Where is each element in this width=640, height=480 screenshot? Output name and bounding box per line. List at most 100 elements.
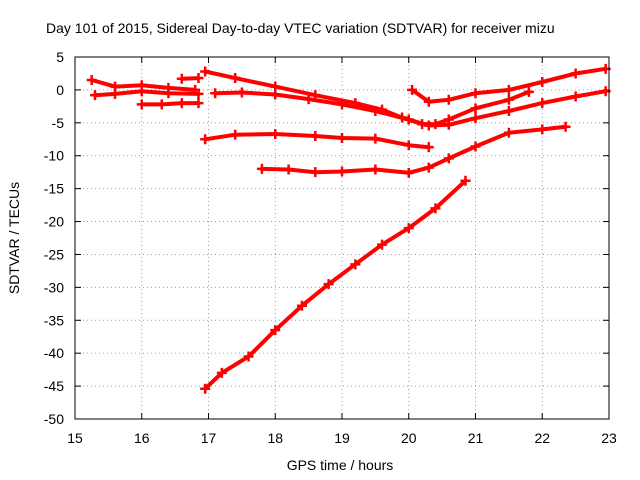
data-point — [377, 239, 388, 250]
data-point — [337, 99, 347, 110]
y-tick-label: -30 — [44, 279, 64, 295]
data-point — [570, 91, 581, 102]
series-arc-c — [200, 129, 434, 153]
data-point — [403, 223, 414, 234]
y-tick-label: -5 — [52, 115, 65, 131]
series-arc-d — [256, 121, 571, 178]
y-tick-label: -25 — [44, 246, 64, 262]
y-tick-label: -45 — [44, 378, 64, 394]
x-tick-label: 22 — [534, 430, 550, 446]
data-point — [296, 300, 307, 311]
data-point — [283, 164, 294, 175]
data-point — [216, 367, 227, 378]
data-series — [86, 63, 611, 394]
data-point — [403, 167, 414, 178]
data-point — [193, 88, 204, 99]
y-tick-label: -50 — [44, 411, 64, 427]
data-point — [523, 86, 534, 97]
data-point — [303, 94, 314, 105]
data-point — [323, 279, 334, 290]
data-point — [163, 88, 174, 99]
y-axis-title: SDTVAR / TECUs — [6, 182, 22, 294]
series-trace — [139, 101, 201, 107]
x-tick-label: 19 — [334, 430, 350, 446]
y-tick-label: 0 — [56, 82, 64, 98]
data-point — [443, 153, 454, 164]
data-point — [503, 105, 514, 116]
data-point — [90, 90, 101, 101]
series-arc-e — [200, 175, 471, 394]
data-point — [443, 94, 454, 105]
data-point — [156, 99, 167, 110]
data-point — [200, 383, 211, 394]
data-point — [270, 89, 281, 100]
y-tick-label: -20 — [44, 214, 64, 230]
data-point — [403, 114, 414, 125]
grid-lines — [75, 57, 609, 419]
series-arc-f — [407, 63, 611, 107]
data-point — [537, 77, 548, 88]
data-point — [270, 129, 281, 140]
series-arc-early-2 — [90, 86, 204, 101]
y-tick-label: -40 — [44, 345, 64, 361]
x-tick-label: 16 — [134, 430, 150, 446]
data-point — [423, 162, 434, 173]
data-point — [560, 121, 571, 132]
data-point — [350, 259, 361, 270]
data-point — [407, 84, 418, 95]
y-tick-label: -10 — [44, 148, 64, 164]
plot-frame — [74, 56, 610, 420]
data-point — [403, 140, 414, 151]
x-tick-label: 21 — [468, 430, 484, 446]
data-point — [503, 127, 514, 138]
data-point — [136, 86, 147, 97]
x-tick-label: 17 — [201, 430, 217, 446]
series-arc-early-3 — [136, 98, 204, 110]
data-point — [310, 130, 321, 141]
data-point — [256, 163, 267, 174]
data-point — [470, 88, 481, 99]
y-tick-label: 5 — [56, 49, 64, 65]
series-arc-early-4 — [176, 73, 204, 84]
axis-ticks: 15 16 17 18 19 20 21 22 23 5 0 -5 -10 -15 -20 -25 -30 -35… — [44, 49, 617, 446]
data-point — [210, 88, 221, 99]
data-point — [193, 73, 204, 84]
data-point — [176, 73, 187, 84]
data-point — [270, 325, 281, 336]
data-point — [310, 167, 321, 178]
data-point — [136, 99, 147, 110]
series-arc-a — [200, 66, 534, 130]
series-trace — [203, 132, 431, 150]
data-point — [200, 66, 211, 77]
data-point — [176, 98, 187, 109]
data-point — [423, 142, 434, 153]
data-point — [230, 73, 241, 84]
data-point — [193, 98, 204, 109]
data-point — [537, 98, 548, 109]
data-point — [460, 175, 471, 186]
data-point — [503, 94, 514, 105]
x-tick-label: 23 — [601, 430, 617, 446]
data-point — [443, 119, 454, 130]
data-point — [503, 84, 514, 95]
series-arc-b — [210, 86, 611, 131]
chart-title: Day 101 of 2015, Sidereal Day-to-day VTE… — [46, 20, 555, 36]
data-point — [86, 75, 97, 86]
data-point — [236, 87, 247, 98]
data-point — [110, 88, 121, 99]
data-point — [337, 166, 347, 177]
data-point — [570, 68, 581, 79]
data-point — [430, 203, 441, 214]
data-point — [243, 351, 254, 362]
data-point — [370, 133, 381, 144]
data-point — [230, 129, 241, 140]
data-point — [470, 113, 481, 124]
x-tick-label: 20 — [401, 430, 417, 446]
data-point — [423, 96, 434, 107]
y-tick-label: -15 — [44, 181, 64, 197]
x-tick-label: 18 — [267, 430, 283, 446]
data-point — [370, 164, 381, 175]
data-point — [337, 132, 347, 143]
data-point — [423, 120, 434, 131]
